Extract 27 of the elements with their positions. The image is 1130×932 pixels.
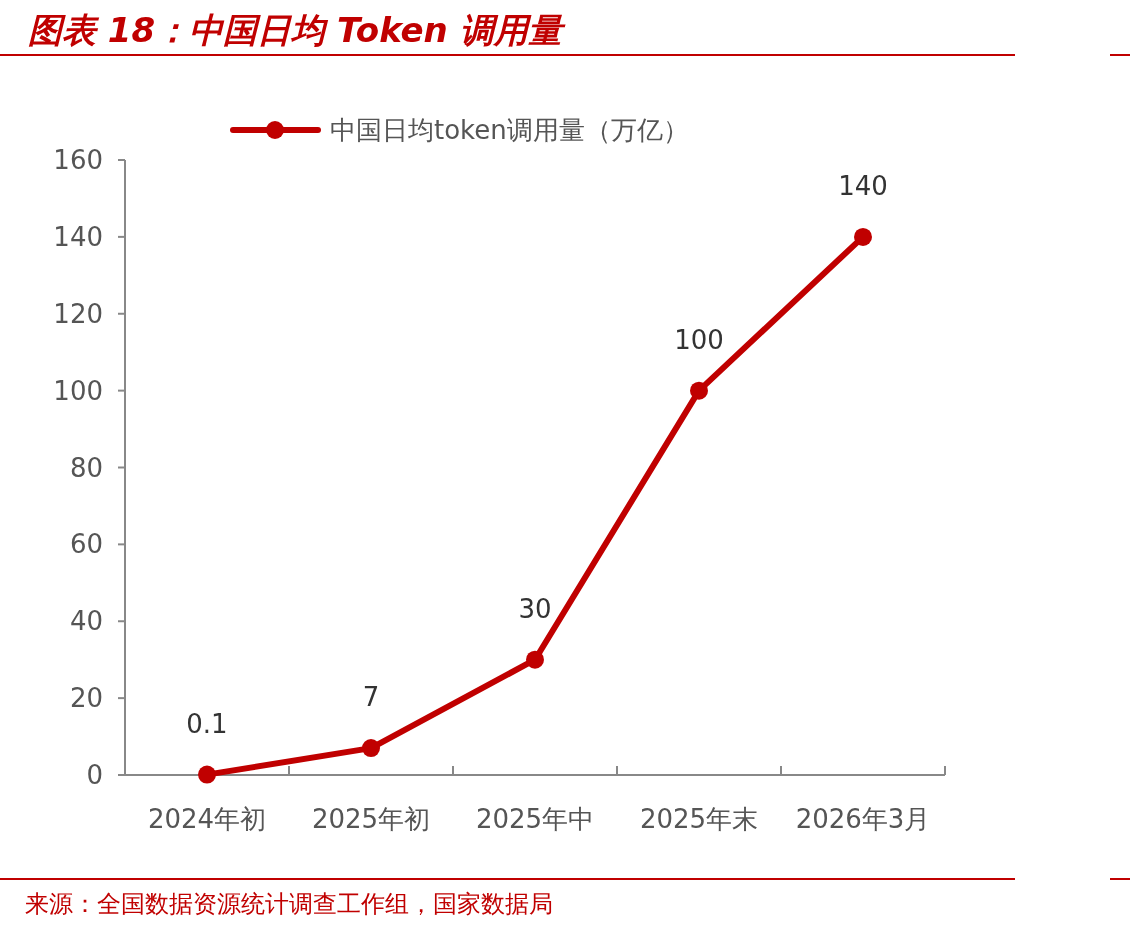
y-tick-label: 60	[69, 529, 103, 560]
y-tick-label: 120	[53, 298, 103, 329]
y-tick-label: 100	[53, 375, 103, 406]
y-tick-label: 40	[69, 606, 103, 637]
point	[362, 739, 380, 758]
y-tick-label: 160	[53, 145, 103, 176]
point	[526, 650, 544, 669]
legend-label: 中国日均token调用量（万亿）	[330, 115, 689, 146]
data-label: 140	[838, 170, 888, 201]
source-note: 来源：全国数据资源统计调查工作组，国家数据局	[25, 890, 553, 918]
x-tick-label: 2025年末	[639, 804, 759, 834]
y-tick-label: 20	[69, 683, 103, 714]
x-tick-label: 2024年初	[147, 804, 267, 834]
chart-title: 图表 18：中国日均 Token 调用量	[28, 10, 566, 50]
x-tick-label: 2025年初	[311, 804, 431, 834]
y-tick-label: 0	[86, 760, 103, 791]
point	[198, 765, 216, 784]
data-label: 30	[518, 593, 552, 624]
point	[690, 381, 708, 400]
y-tick-label: 80	[69, 452, 103, 483]
point	[854, 227, 872, 246]
data-label: 100	[674, 324, 724, 355]
y-tick-label: 140	[53, 221, 103, 252]
x-tick-label: 2025年中	[475, 804, 595, 834]
x-tick-label: 2026年3月	[795, 804, 931, 834]
data-label: 0.1	[186, 708, 228, 739]
data-label: 7	[362, 682, 380, 713]
